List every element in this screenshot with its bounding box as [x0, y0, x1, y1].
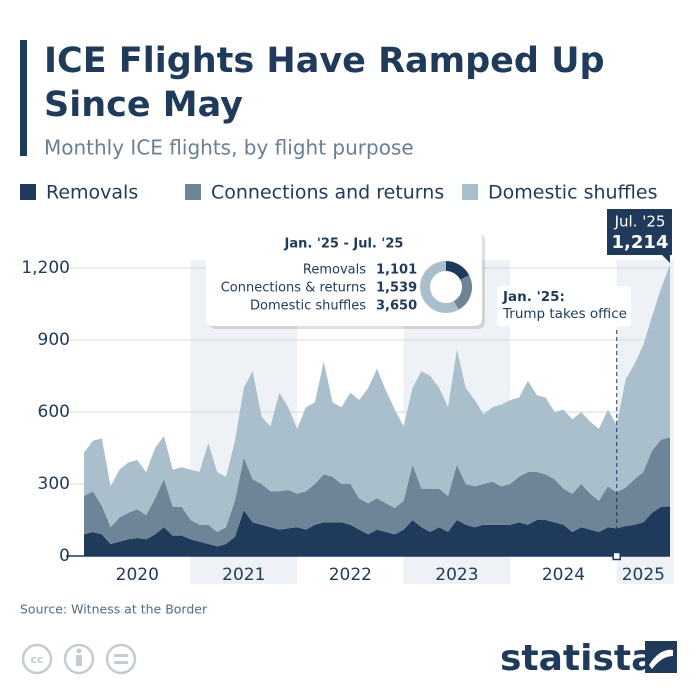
chart-title: Since May [44, 85, 243, 125]
chart-subtitle: Monthly ICE flights, by flight purpose [44, 136, 414, 160]
license-icons: cc [21, 643, 137, 675]
x-tick-label: 2023 [435, 565, 478, 585]
legend-label: Domestic shuffles [488, 182, 658, 204]
brand-logo: statista [500, 638, 655, 679]
summary-title: Jan. '25 - Jul. '25 [284, 237, 404, 252]
event-text: Trump takes office [502, 306, 627, 322]
summary-value: 1,101 [376, 263, 417, 278]
source: Source: Witness at the Border [20, 602, 208, 617]
plot-area: 0 300 600 900 1,200 2020 2021 2022 2023 2024 2025 J… [21, 209, 674, 585]
event-label: Jan. '25: [502, 289, 565, 305]
area [84, 437, 670, 547]
legend-label: Removals [46, 182, 138, 204]
legend: Removals Connections and returns Domestic … [20, 182, 658, 204]
summary-name: Connections & returns [221, 281, 366, 296]
callout-label: Jul. '25 [614, 213, 666, 231]
legend-swatch [20, 184, 36, 200]
chart-title: ICE Flights Have Ramped Up [44, 41, 605, 81]
area [84, 506, 670, 556]
summary-name: Removals [303, 263, 366, 278]
x-tick-label: 2020 [116, 565, 159, 585]
legend-swatch [462, 184, 478, 200]
callout-box [607, 209, 672, 255]
legend-label: Connections and returns [211, 182, 444, 204]
summary-value: 1,539 [376, 281, 417, 296]
event-marker [612, 551, 621, 561]
callout-pointer [662, 255, 670, 263]
summary-value: 3,650 [376, 299, 417, 314]
y-tick-label: 600 [38, 402, 70, 422]
title-bar [20, 40, 27, 156]
svg-text:cc: cc [30, 653, 43, 666]
legend-swatch [185, 184, 201, 200]
x-tick-label: 2021 [222, 565, 265, 585]
callout-value: 1,214 [612, 232, 669, 253]
y-tick-label: 900 [38, 330, 70, 350]
x-tick-label: 2025 [622, 565, 665, 585]
x-tick-label: 2024 [542, 565, 585, 585]
summary-box [206, 230, 482, 326]
y-tick-label: 300 [38, 474, 70, 494]
event-box [497, 286, 631, 326]
donut-segment [453, 275, 472, 310]
donut-segment [420, 261, 459, 313]
y-tick-label: 1,200 [21, 258, 70, 278]
summary-name: Domestic shuffles [250, 299, 366, 314]
y-tick-label: 0 [59, 546, 70, 566]
brand-icon [645, 641, 677, 673]
donut-segment [445, 261, 470, 281]
area [84, 264, 670, 532]
x-tick-label: 2022 [329, 565, 372, 585]
